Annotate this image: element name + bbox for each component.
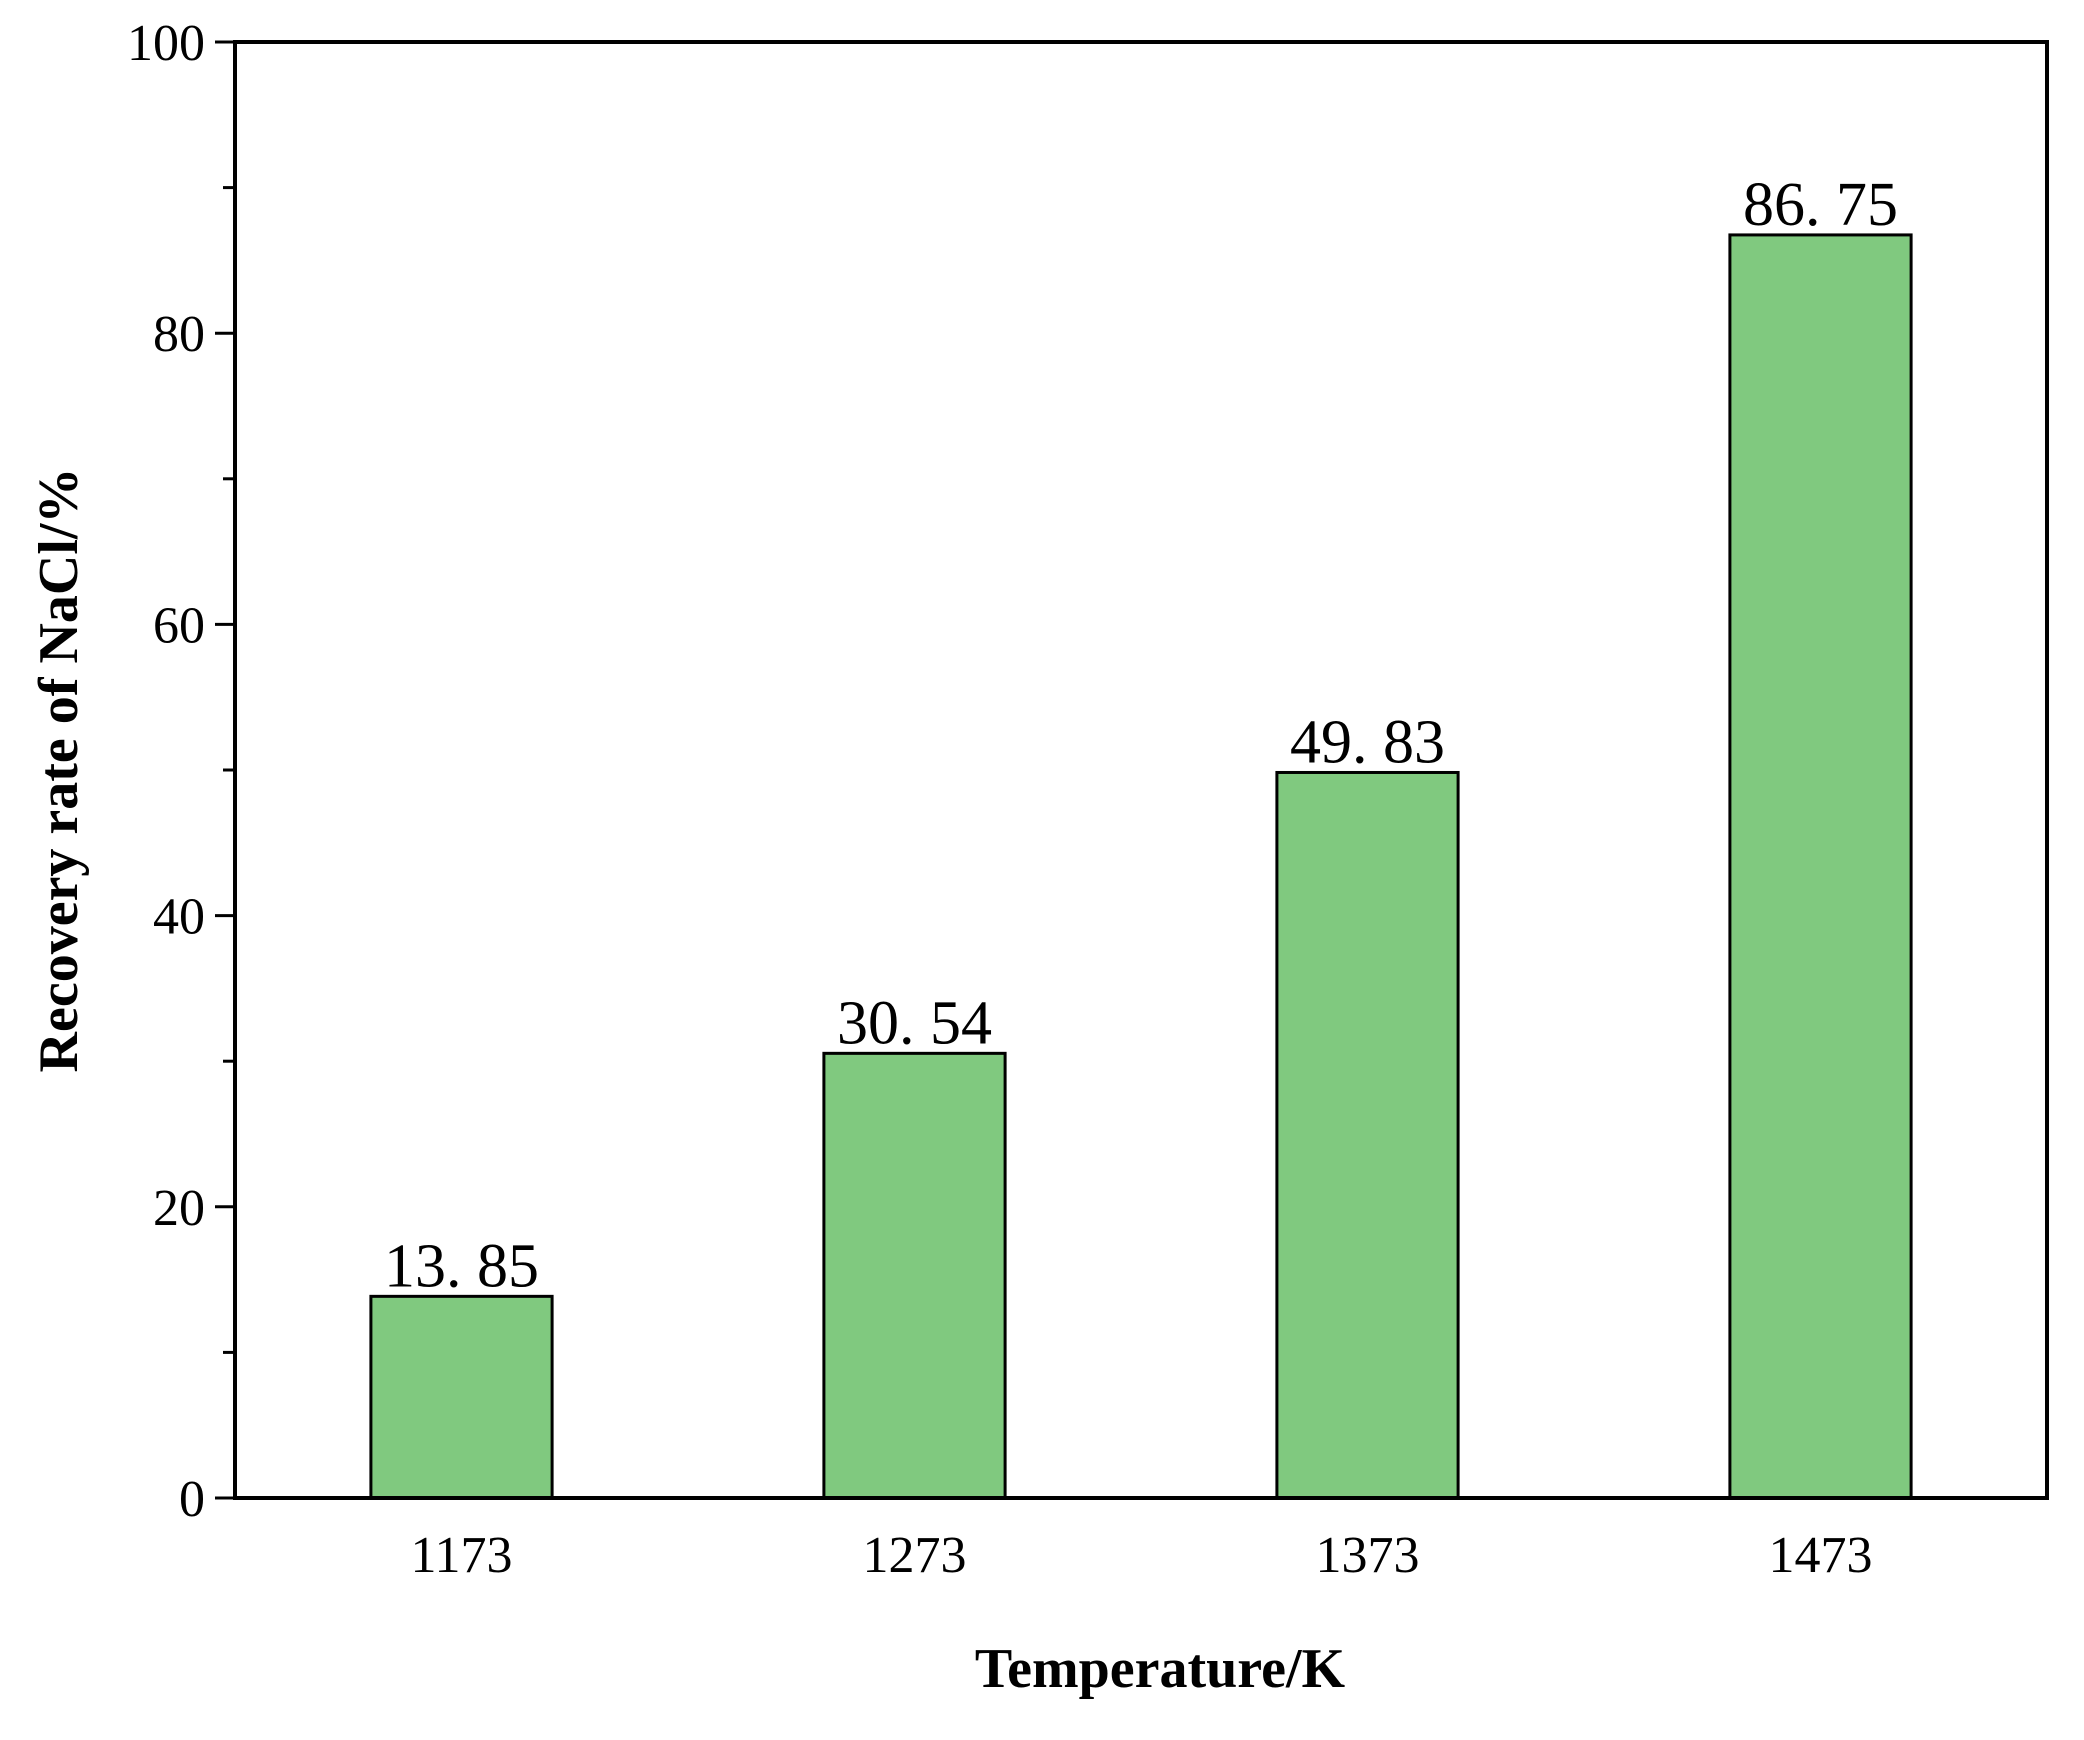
- x-axis-title: Temperature/K: [975, 1638, 1346, 1700]
- bar-1473: [1728, 233, 1913, 1500]
- y-tick-label-40: 40: [153, 889, 205, 946]
- bar-1273: [822, 1051, 1007, 1500]
- y-tick-label-0: 0: [179, 1471, 205, 1528]
- x-tick-label-1173: 1173: [410, 1527, 512, 1584]
- y-tick-label-80: 80: [153, 306, 205, 363]
- y-tick-label-100: 100: [127, 15, 205, 72]
- x-tick-label-1473: 1473: [1769, 1527, 1873, 1584]
- plot-frame: [233, 40, 2049, 1500]
- y-ticks-layer: 0 20 40 60 80 100: [127, 15, 235, 1528]
- bar-1373: [1275, 770, 1460, 1500]
- bar-value-label-1373: 49. 83: [1290, 708, 1445, 776]
- bar-value-label-1273: 30. 54: [837, 989, 992, 1057]
- bar-value-label-1473: 86. 75: [1743, 171, 1898, 239]
- bar-value-label-1173: 13. 85: [384, 1232, 539, 1300]
- y-axis-title: Recovery rate of NaCl/%: [28, 468, 90, 1073]
- bar-1173: [369, 1294, 554, 1500]
- x-tick-labels-layer: 1173 1273 1373 1473: [410, 1527, 1872, 1584]
- x-tick-label-1373: 1373: [1316, 1527, 1420, 1584]
- bars-layer: 13. 85 30. 54 49. 83 86. 75: [369, 171, 1913, 1500]
- x-tick-label-1273: 1273: [863, 1527, 967, 1584]
- y-tick-label-20: 20: [153, 1180, 205, 1237]
- y-tick-label-60: 60: [153, 597, 205, 654]
